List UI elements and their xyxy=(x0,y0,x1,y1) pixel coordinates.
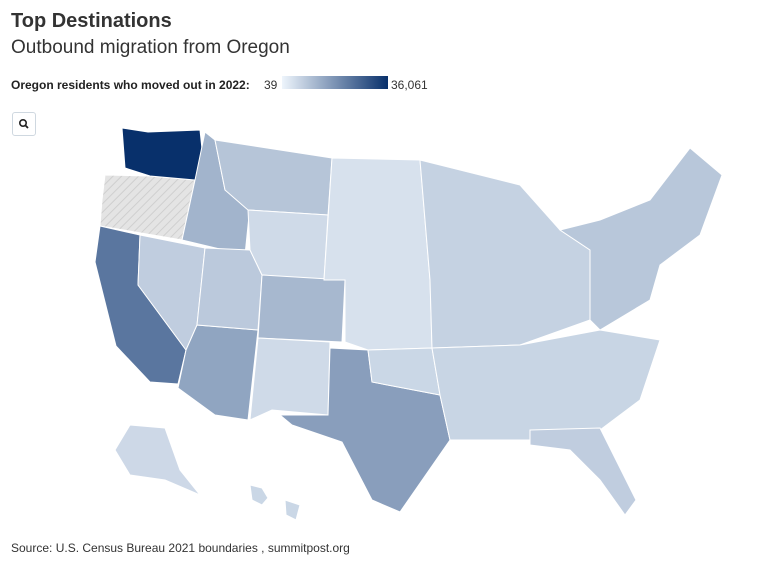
search-button[interactable] xyxy=(12,112,36,136)
region[interactable] xyxy=(249,337,331,421)
legend-label: Oregon residents who moved out in 2022: xyxy=(11,78,250,92)
legend-min: 39 xyxy=(264,78,278,92)
region[interactable] xyxy=(257,274,346,343)
region[interactable] xyxy=(419,159,591,349)
region[interactable] xyxy=(431,329,661,441)
search-icon xyxy=(19,119,29,129)
region[interactable] xyxy=(558,147,723,331)
region[interactable] xyxy=(121,127,206,181)
title: Top Destinations xyxy=(11,10,172,32)
region[interactable] xyxy=(114,424,201,496)
legend-gradient xyxy=(282,76,388,89)
subtitle: Outbound migration from Oregon xyxy=(11,37,290,58)
region[interactable] xyxy=(249,484,301,521)
legend-max: 36,061 xyxy=(391,78,428,92)
region[interactable] xyxy=(196,247,263,331)
source: Source: U.S. Census Bureau 2021 boundari… xyxy=(11,541,350,555)
map xyxy=(94,127,723,521)
region[interactable] xyxy=(529,427,637,516)
region[interactable] xyxy=(247,209,329,281)
